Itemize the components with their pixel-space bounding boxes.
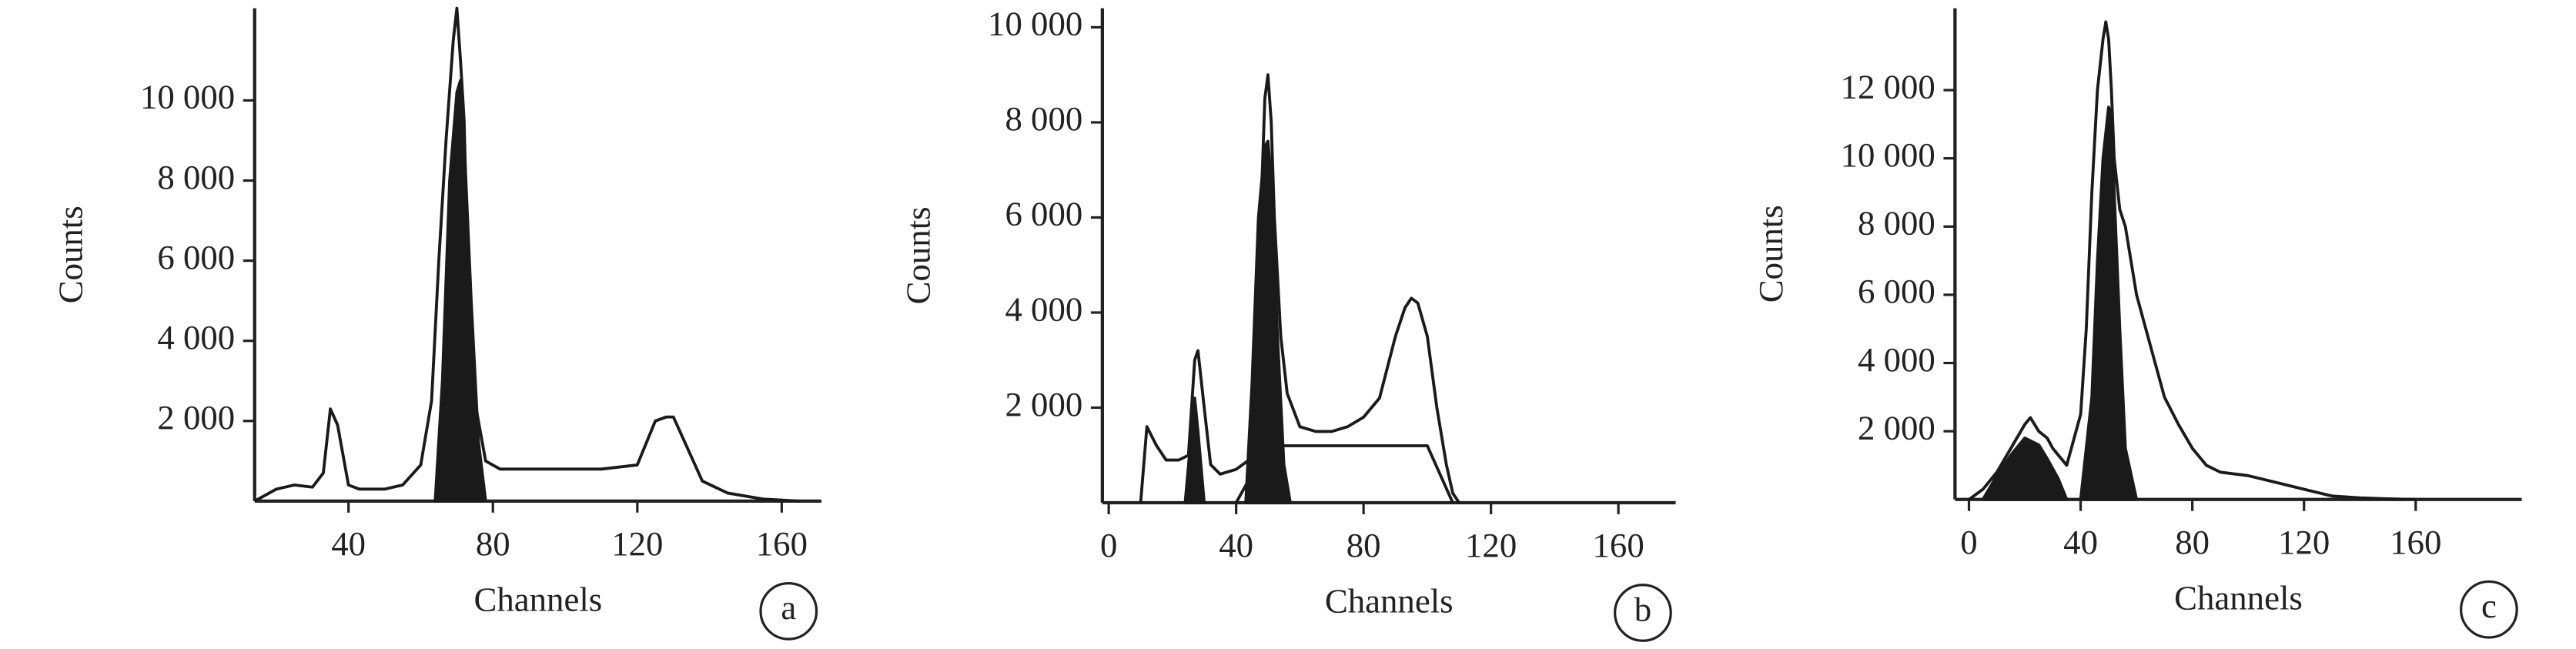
x-tick-label: 160 xyxy=(2390,523,2441,561)
filled-peak xyxy=(1981,437,2069,501)
y-axis-label: Counts xyxy=(898,206,937,304)
y-tick-label: 2 000 xyxy=(157,398,235,437)
panel-label: b xyxy=(1634,590,1651,628)
filled-peak xyxy=(1244,139,1292,504)
y-tick-label: 6 000 xyxy=(1005,195,1082,233)
x-tick-label: 120 xyxy=(1465,526,1517,564)
x-tick-label: 160 xyxy=(1593,526,1644,564)
y-tick-label: 12 000 xyxy=(1841,67,1935,105)
x-tick-label: 40 xyxy=(331,524,366,563)
x-tick-label: 80 xyxy=(1347,526,1381,564)
x-axis-label: Channels xyxy=(2174,578,2303,617)
panel-label: a xyxy=(781,588,796,627)
y-tick-label: 8 000 xyxy=(1858,204,1935,243)
y-tick-label: 6 000 xyxy=(157,238,235,276)
histogram-line xyxy=(1139,73,1460,504)
y-tick-label: 6 000 xyxy=(1858,272,1935,310)
y-tick-label: 10 000 xyxy=(140,78,235,116)
panel-badge xyxy=(2460,580,2518,639)
panel-badge xyxy=(759,581,818,641)
x-tick-label: 120 xyxy=(611,524,663,563)
y-tick-label: 2 000 xyxy=(1005,385,1082,423)
y-axis-label: Counts xyxy=(51,206,89,303)
x-tick-label: 40 xyxy=(1219,526,1253,564)
x-tick-label: 160 xyxy=(756,524,808,563)
x-tick-label: 120 xyxy=(2278,523,2330,561)
filled-peak xyxy=(1183,396,1206,504)
panel-label: c xyxy=(2481,587,2497,625)
x-tick-label: 80 xyxy=(2175,523,2210,561)
y-tick-label: 8 000 xyxy=(157,158,235,196)
panel-badge xyxy=(1614,584,1672,642)
filled-peak xyxy=(433,79,487,503)
histogram-line xyxy=(253,6,800,503)
y-tick-label: 4 000 xyxy=(1858,340,1935,379)
histogram-line xyxy=(1968,20,2416,501)
y-tick-label: 10 000 xyxy=(988,5,1082,43)
x-tick-label: 0 xyxy=(1100,526,1117,564)
y-tick-label: 4 000 xyxy=(157,318,235,356)
filled-peak xyxy=(2079,105,2139,501)
x-axis-label: Channels xyxy=(473,580,602,618)
x-tick-label: 80 xyxy=(476,524,510,563)
y-axis-label: Counts xyxy=(1751,205,1790,303)
y-tick-label: 8 000 xyxy=(1005,99,1082,138)
y-tick-label: 10 000 xyxy=(1841,135,1935,174)
y-tick-label: 2 000 xyxy=(1858,408,1935,447)
x-tick-label: 40 xyxy=(2063,523,2098,561)
x-tick-label: 0 xyxy=(1960,523,1977,561)
x-axis-label: Channels xyxy=(1325,582,1454,621)
y-tick-label: 4 000 xyxy=(1005,289,1082,328)
